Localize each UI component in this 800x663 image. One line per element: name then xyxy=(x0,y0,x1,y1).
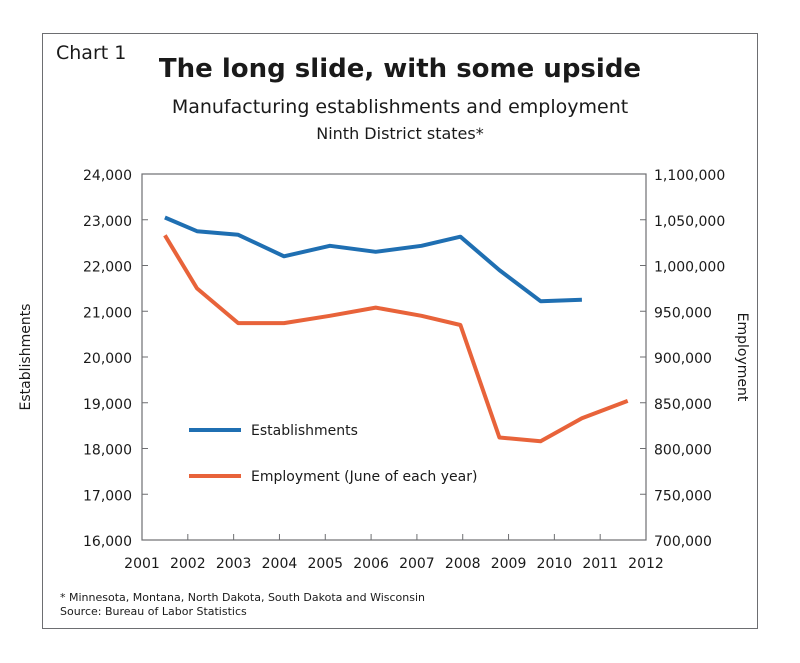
y-left-tick-label: 17,000 xyxy=(83,488,132,504)
x-tick-label: 2001 xyxy=(124,556,160,572)
x-tick-label: 2004 xyxy=(262,556,298,572)
x-tick-label: 2005 xyxy=(307,556,343,572)
x-tick-label: 2012 xyxy=(628,556,664,572)
y-right-tick-label: 800,000 xyxy=(654,443,712,459)
series-line-employment xyxy=(163,234,629,444)
y-right-tick-label: 850,000 xyxy=(654,397,712,413)
y-left-tick-label: 22,000 xyxy=(83,260,132,276)
chart-title: The long slide, with some upside xyxy=(158,54,642,84)
y-left-tick-label: 16,000 xyxy=(83,534,132,550)
plot-area-border xyxy=(141,173,647,541)
y-left-tick-label: 20,000 xyxy=(83,351,132,367)
x-tick-label: 2011 xyxy=(582,556,618,572)
chart-subtitle: Manufacturing establishments and employm… xyxy=(171,96,629,118)
y-right-tick-label: 700,000 xyxy=(654,534,712,550)
y-right-tick-label: 900,000 xyxy=(654,351,712,367)
y-right-tick-label: 1,000,000 xyxy=(654,260,725,276)
y-right-tick-label: 1,100,000 xyxy=(654,168,725,184)
y-left-tick-label: 23,000 xyxy=(83,214,132,230)
series-line-establishments xyxy=(164,215,582,304)
x-tick-label: 2010 xyxy=(537,556,573,572)
legend-label-employment: Employment (June of each year) xyxy=(251,469,477,485)
y-left-tick-label: 24,000 xyxy=(83,168,132,184)
x-tick-label: 2007 xyxy=(399,556,435,572)
y-left-tick-label: 19,000 xyxy=(83,397,132,413)
footnote: * Minnesota, Montana, North Dakota, Sout… xyxy=(60,591,425,604)
y-right-tick-label: 750,000 xyxy=(654,488,712,504)
x-tick-label: 2003 xyxy=(216,556,252,572)
y-right-tick-label: 1,050,000 xyxy=(654,214,725,230)
legend-label-establishments: Establishments xyxy=(251,423,358,439)
y-right-tick-label: 950,000 xyxy=(654,305,712,321)
x-tick-label: 2002 xyxy=(170,556,206,572)
chart-number-label: Chart 1 xyxy=(56,42,127,64)
source-note: Source: Bureau of Labor Statistics xyxy=(60,605,247,618)
x-tick-label: 2008 xyxy=(445,556,481,572)
chart-frame xyxy=(42,33,758,629)
x-tick-label: 2006 xyxy=(353,556,389,572)
y-left-tick-label: 21,000 xyxy=(83,305,132,321)
chart-subtitle-region: Ninth District states* xyxy=(316,124,484,143)
y-left-tick-label: 18,000 xyxy=(83,443,132,459)
x-tick-label: 2009 xyxy=(491,556,527,572)
